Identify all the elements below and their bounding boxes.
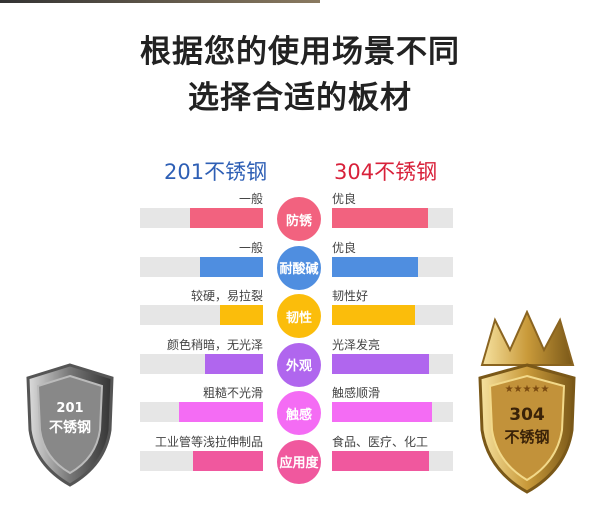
right-label: 光泽发亮 (332, 337, 381, 352)
right-label: 韧性好 (332, 289, 369, 303)
shield-201-icon: 201 不锈钢 (26, 363, 114, 487)
right-label: 触感顺滑 (332, 386, 381, 400)
right-bar-fill (332, 353, 429, 374)
shield-201-text: 不锈钢 (49, 419, 91, 436)
right-heading: 304不锈钢 (334, 160, 438, 184)
comparison-row: 工业管等浅拉伸制品 应用度 食品、医疗、化工 (0, 433, 600, 484)
shield-304-icon: ★★★★★ 304 不锈钢 (478, 310, 576, 494)
left-bar-track (140, 450, 263, 471)
comparison-row: 较硬，易拉裂 韧性 韧性好 (0, 287, 600, 338)
right-bar-fill (332, 402, 433, 422)
right-bar-fill (332, 256, 418, 277)
category-badge: 防锈 (277, 197, 321, 241)
right-bar-fill (332, 305, 416, 325)
left-bar-fill (205, 353, 263, 374)
left-label: 一般 (238, 192, 263, 206)
left-label: 颜色稍暗，无光泽 (166, 337, 263, 352)
left-label: 较硬，易拉裂 (190, 289, 263, 303)
left-bar-track (140, 353, 263, 374)
left-bar-track (140, 208, 263, 228)
shield-201-number: 201 (56, 401, 83, 416)
left-bar-track (140, 305, 263, 325)
right-bar-fill (332, 208, 428, 228)
right-bar-track (332, 353, 453, 374)
left-bar-fill (200, 256, 263, 277)
left-bar-track (140, 256, 263, 277)
right-bar-track (332, 450, 453, 471)
left-label: 工业管等浅拉伸制品 (154, 434, 263, 449)
right-label: 食品、医疗、化工 (332, 434, 429, 449)
category-badge: 韧性 (277, 294, 321, 338)
category-badge: 应用度 (277, 439, 321, 484)
left-heading: 201不锈钢 (164, 160, 268, 184)
comparison-row: 一般 防锈 优良 (0, 190, 600, 241)
right-bar-track (332, 305, 453, 325)
right-bar-fill (332, 450, 429, 471)
comparison-row: 一般 耐酸碱 优良 (0, 239, 600, 290)
right-bar-track (332, 208, 453, 228)
category-badge: 触感 (277, 391, 321, 435)
shield-304-number: 304 (509, 405, 545, 425)
crown-icon (480, 310, 575, 366)
category-badge: 外观 (277, 342, 321, 387)
top-strip (0, 0, 320, 3)
left-bar-fill (192, 450, 263, 471)
left-label: 一般 (238, 240, 263, 255)
svg-text:★★★★★: ★★★★★ (505, 384, 550, 395)
right-bar-track (332, 402, 453, 422)
left-bar-fill (219, 305, 263, 325)
title-line-1: 根据您的使用场景不同 (140, 34, 460, 70)
category-badge: 耐酸碱 (277, 245, 321, 290)
comparison-row: 颜色稍暗，无光泽 外观 光泽发亮 (0, 336, 600, 387)
right-bar-track (332, 256, 453, 277)
shield-304-text: 不锈钢 (504, 428, 549, 446)
left-bar-fill (179, 402, 263, 422)
title-line-2: 选择合适的板材 (188, 80, 412, 116)
left-label: 粗糙不光滑 (202, 386, 263, 400)
right-label: 优良 (332, 240, 357, 255)
comparison-row: 粗糙不光滑 触感 触感顺滑 (0, 384, 600, 435)
left-bar-track (140, 402, 263, 422)
right-label: 优良 (332, 192, 357, 206)
left-bar-fill (190, 208, 263, 228)
